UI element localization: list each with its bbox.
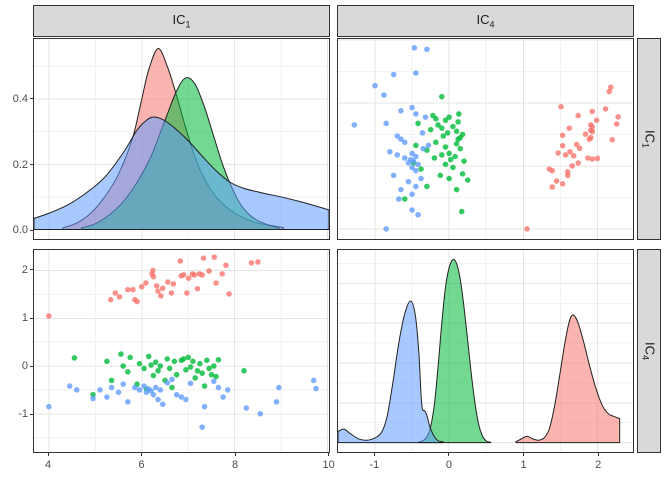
x-axis-tick-label: 10 [322,459,335,471]
density-curve-red [515,314,621,444]
y-axis-tick [30,269,33,271]
x-axis-tick [448,453,450,456]
facet-strip-top-ic1: IC1 [33,5,330,37]
strip-label: IC4 [640,341,658,360]
y-axis-tick [30,317,33,319]
scatter-points-red [46,254,261,319]
x-axis-tick-label: 0 [445,459,452,471]
grid-lines [34,250,329,452]
y-axis-tick-label: -1 [18,408,28,421]
scatter-points-red [524,84,621,232]
x-axis-tick-label: 6 [138,459,145,471]
density-curve-blue [34,116,329,230]
panel-ic4-vs-ic1-scatter [33,249,330,453]
scatter-points-blue [351,45,432,232]
facet-strip-top-ic4: IC4 [337,5,634,37]
y-axis-tick-label: 2 [21,263,28,276]
facet-strip-right-ic4: IC4 [637,249,661,453]
scatter-points-blue [46,376,319,430]
x-axis-tick-label: 1 [520,459,527,471]
y-axis-tick [30,98,33,100]
density-curve-blue [338,300,444,444]
plot-area-br [338,250,633,452]
y-axis-tick-label: 0.0 [12,224,28,237]
scatter-points-green [71,351,247,398]
strip-label: IC4 [476,12,495,30]
scatter-points-green [401,93,471,215]
panel-ic1-vs-ic4-scatter [337,38,634,240]
x-axis-tick [523,453,525,456]
y-axis-tick [30,164,33,165]
y-axis-tick [30,413,33,415]
y-axis-tick-label: 0.4 [12,92,28,105]
x-axis-tick [234,453,236,456]
plot-area-bl [34,250,329,452]
x-axis-tick-label: 4 [44,459,52,471]
y-axis-tick [30,229,33,231]
x-axis-tick [141,453,142,456]
plot-area-tl [34,39,329,239]
x-axis-tick-label: -1 [369,459,380,471]
x-axis-tick [328,453,330,456]
strip-label: IC1 [640,129,658,148]
grid-lines [338,39,633,239]
y-axis-tick-label: 0.2 [12,158,28,171]
x-axis-tick [373,453,375,456]
strip-label: IC1 [172,12,191,30]
panel-ic4-density [337,249,634,453]
x-axis-tick-label: 8 [232,459,239,471]
x-axis-tick-label: 2 [595,459,602,471]
x-axis-tick [597,453,599,456]
y-axis-tick [30,365,33,367]
x-axis-tick [47,453,49,456]
panel-ic1-density [33,38,330,240]
density-curve-green [417,258,492,444]
y-axis-tick-label: 1 [21,312,28,324]
y-axis-tick-label: 0 [21,360,28,373]
facet-strip-right-ic1: IC1 [637,38,661,240]
plot-area-tr [338,39,633,239]
